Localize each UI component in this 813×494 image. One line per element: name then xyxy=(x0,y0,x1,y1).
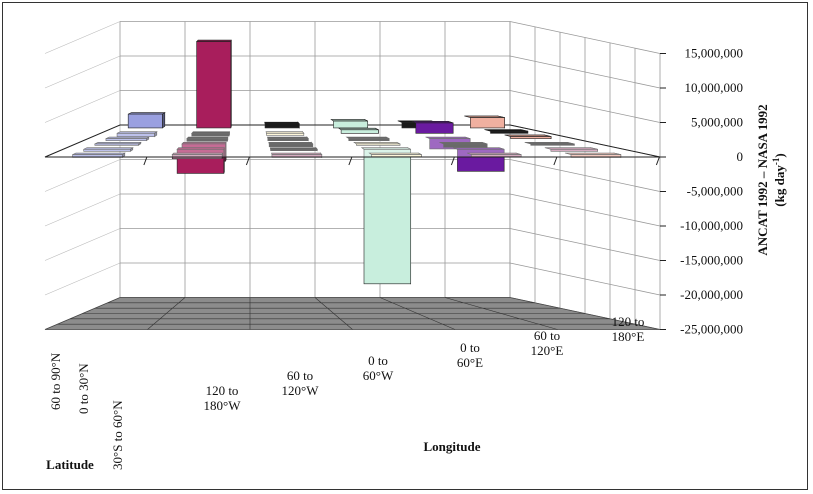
bar xyxy=(105,136,150,142)
bar xyxy=(504,134,552,139)
bar xyxy=(191,131,231,137)
bar-front-face xyxy=(363,148,412,285)
latitude-labels: 60 to 90°N 0 to 30°N 30°S to 60°N xyxy=(48,352,125,470)
left-wall-gridline xyxy=(44,55,121,89)
bar xyxy=(411,120,454,134)
bar xyxy=(353,141,401,146)
bar xyxy=(269,146,318,152)
bar-front-face xyxy=(127,113,163,129)
bar xyxy=(116,131,158,138)
bar-front-face xyxy=(550,148,598,152)
longitude-label: 60 to 120°E xyxy=(531,328,564,358)
left-wall-gridline xyxy=(44,159,121,192)
bar-front-face xyxy=(415,122,454,134)
y-tick-label: -25,000,000 xyxy=(680,322,743,337)
latitude-label: 0 to 30°N xyxy=(76,363,91,414)
bar xyxy=(439,141,488,148)
bar-front-face xyxy=(490,130,529,134)
y-tick-label: -10,000,000 xyxy=(680,218,743,233)
front-tick xyxy=(245,156,250,166)
bar xyxy=(464,115,505,129)
bars-front-group xyxy=(127,39,552,139)
longitude-label: 60 to 120°W xyxy=(282,368,320,398)
x-axis-title: Longitude xyxy=(423,439,480,454)
bar xyxy=(267,136,309,142)
chart-walls xyxy=(44,21,661,330)
y-tick-label: 10,000,000 xyxy=(685,80,744,95)
bar-front-face xyxy=(267,138,309,141)
bar-front-face xyxy=(196,41,232,129)
y-tick-label: -15,000,000 xyxy=(680,253,743,268)
y-tick-label: 15,000,000 xyxy=(685,46,744,61)
bar xyxy=(195,39,232,129)
y-tick-label: 0 xyxy=(737,149,744,164)
longitude-labels: 120 to 180°W 60 to 120°W 0 to 60°W 0 to 60°E 60 … xyxy=(204,314,645,413)
bar xyxy=(127,111,166,129)
y-axis-title-line1: ANCAT 1992 – NASA 1992 xyxy=(755,104,770,255)
bar-front-face xyxy=(266,132,305,136)
left-wall-gridline xyxy=(44,193,121,227)
bar-front-face xyxy=(191,132,230,137)
left-wall-gridline xyxy=(44,228,121,261)
bar-front-face xyxy=(268,143,314,147)
front-tick xyxy=(450,156,455,166)
bar xyxy=(360,147,412,285)
left-wall-gridline xyxy=(44,262,121,296)
bar-front-face xyxy=(470,117,505,129)
front-tick xyxy=(348,156,353,166)
longitude-label: 120 to 180°W xyxy=(204,383,242,413)
front-tick xyxy=(553,156,558,166)
bar-front-face xyxy=(530,143,575,146)
bar-front-face xyxy=(348,138,390,141)
bar-front-face xyxy=(94,143,139,146)
bar-front-face xyxy=(264,123,300,129)
latitude-label: 60 to 90°N xyxy=(48,352,63,410)
bar xyxy=(265,130,305,137)
bar-front-face xyxy=(510,136,552,139)
bar xyxy=(83,147,134,152)
bar-front-face xyxy=(105,138,147,141)
bar-front-face xyxy=(270,148,318,151)
front-tick xyxy=(655,156,660,166)
bar-front-face xyxy=(333,120,369,129)
bar xyxy=(94,141,142,146)
y-axis-title: ANCAT 1992 – NASA 1992 (kg day-1) xyxy=(755,104,787,255)
bar-front-face xyxy=(186,138,228,142)
bar xyxy=(467,152,522,158)
longitude-label: 0 to 60°W xyxy=(363,353,394,383)
bar-front-face xyxy=(83,148,131,152)
y-tick-label: 5,000,000 xyxy=(691,115,743,130)
bar-front-face xyxy=(356,143,401,146)
bar xyxy=(484,129,529,134)
y-tick-labels: 15,000,000 10,000,000 5,000,000 0 -5,000,000… xyxy=(660,46,743,337)
bar xyxy=(524,141,575,146)
longitude-label: 0 to 60°E xyxy=(457,340,483,370)
bar xyxy=(186,136,229,142)
left-wall-gridline xyxy=(44,90,121,123)
bar-side-face xyxy=(162,111,166,129)
bar xyxy=(330,118,369,129)
y-tick-label: -20,000,000 xyxy=(680,287,743,302)
left-wall-gridline xyxy=(44,21,121,54)
longitude-label: 120 to 180°E xyxy=(612,314,645,344)
y-tick-label: -5,000,000 xyxy=(687,184,743,199)
bar xyxy=(345,136,390,142)
z-axis-title: Latitude xyxy=(46,457,94,472)
chart-floor xyxy=(44,297,661,330)
front-tick xyxy=(143,156,148,166)
bar-front-face xyxy=(340,129,379,134)
bar xyxy=(544,147,598,152)
bar xyxy=(268,141,314,148)
latitude-label: 30°S to 60°N xyxy=(110,400,125,470)
bar xyxy=(337,127,379,134)
bar xyxy=(264,121,300,129)
y-axis-title-line2: (kg day-1) xyxy=(771,153,787,206)
